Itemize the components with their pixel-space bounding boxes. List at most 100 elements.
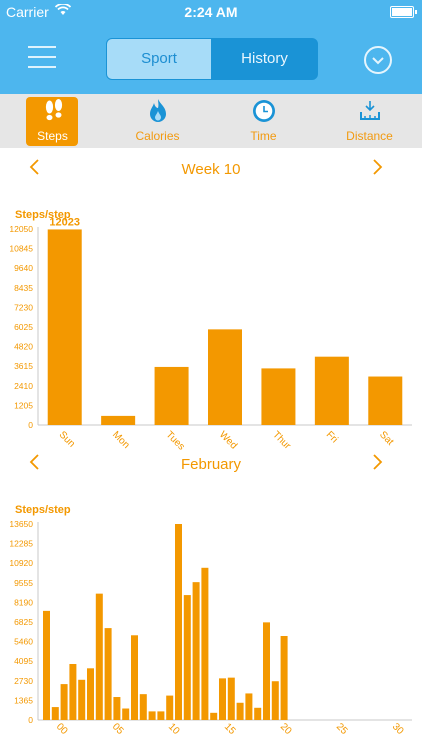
bar [60,684,68,720]
y-tick-label: 9640 [14,263,33,273]
y-tick-label: 4820 [14,342,33,352]
metric-tabs: Steps Calories Time Distance [0,94,422,148]
y-tick-label: 8190 [14,597,33,607]
bar [51,707,59,720]
weekly-steps-chart: Steps/step 0 1205 2410 3615 4820 6025 7230 8435 9… [9,209,412,450]
x-tick-label: Sat [377,429,396,448]
bar [113,697,121,720]
menu-icon[interactable] [28,44,56,72]
bar [254,707,262,720]
x-tick-label: 05 [110,721,126,737]
y-tick-label: 7230 [14,302,33,312]
x-tick-label: 10 [166,721,182,737]
week-title: Week 10 [181,161,241,178]
previous-month-button[interactable] [24,450,54,478]
bar [183,595,191,720]
x-tick-label: 00 [54,721,70,737]
flame-icon [105,98,210,124]
tab-calories[interactable]: Calories [105,94,210,148]
segmented-control: Sport History [106,38,318,80]
x-tick-label: Thur [270,429,293,450]
carrier-label: Carrier [6,4,49,20]
tab-distance[interactable]: Distance [317,94,422,148]
bar [122,708,130,720]
y-axis-label: Steps/step [15,504,71,516]
bar [87,668,94,720]
bar [175,524,182,720]
y-tick-label: 10845 [9,244,33,254]
y-tick-label: 6825 [14,617,33,627]
y-tick-label: 1365 [14,695,33,705]
bar [95,593,103,720]
clock-icon [211,98,316,124]
bar [219,678,226,720]
x-tick-label: 20 [278,721,294,737]
y-tick-label: 12050 [9,224,33,234]
y-tick-label: 2730 [14,676,33,686]
footprints-icon [0,98,105,124]
bar [227,677,235,720]
x-tick-label: Fri [324,429,340,445]
wifi-icon [54,3,72,19]
y-tick-label: 12285 [9,539,33,549]
y-tick-label: 5460 [14,637,33,647]
data-label: 12023 [49,216,80,228]
tab-time-label: Time [250,129,277,143]
bar [201,567,209,720]
next-month-button[interactable] [368,450,398,478]
distance-icon [317,98,422,124]
bar [263,622,270,720]
tab-time[interactable]: Time [211,94,316,148]
bar [154,366,189,425]
previous-week-button[interactable] [24,155,54,183]
tab-calories-label: Calories [135,129,180,143]
bar [101,415,136,425]
bar [245,693,253,720]
bar [139,694,147,720]
bar [368,376,403,425]
bar [166,695,174,720]
y-tick-label: 0 [28,715,33,725]
week-navigator: Week 10 [0,155,422,185]
y-tick-label: 1205 [14,400,33,410]
y-axis-label: Steps/step [15,209,71,221]
tab-distance-label: Distance [346,129,393,143]
y-tick-label: 0 [28,420,33,430]
y-tick-label: 10920 [9,558,33,568]
bar [47,229,82,425]
bar [261,368,296,425]
bar [148,711,156,720]
segment-history[interactable]: History [212,39,317,79]
y-tick-label: 9555 [14,578,33,588]
tab-steps-label: Steps [37,129,68,143]
tab-steps[interactable]: Steps [0,94,105,148]
bar [104,628,112,720]
y-tick-label: 3615 [14,361,33,371]
bar [280,636,288,720]
bar [43,610,50,720]
bar [210,712,218,720]
chevron-down-icon[interactable] [364,46,392,74]
bar [69,664,77,720]
month-navigator: February [0,450,422,480]
bar [271,681,279,720]
y-tick-label: 8435 [14,283,33,293]
bar [131,635,138,720]
y-tick-label: 4095 [14,656,33,666]
navigation-bar: Sport History [0,24,422,94]
battery-icon [390,6,417,18]
y-tick-label: 13650 [9,519,33,529]
month-title: February [180,456,242,473]
monthly-steps-chart: Steps/step 0 1365 2730 4095 5460 6825 8190 9555 1… [9,504,412,737]
x-tick-label: Wed [217,429,239,450]
y-tick-label: 2410 [14,381,33,391]
clock-time: 2:24 AM [184,4,238,20]
segment-sport[interactable]: Sport [107,39,211,79]
bar [192,582,200,720]
bar [78,679,86,720]
x-tick-label: 30 [390,721,406,737]
bar [236,702,244,720]
next-week-button[interactable] [368,155,398,183]
bar [314,356,349,425]
bar [157,711,165,720]
